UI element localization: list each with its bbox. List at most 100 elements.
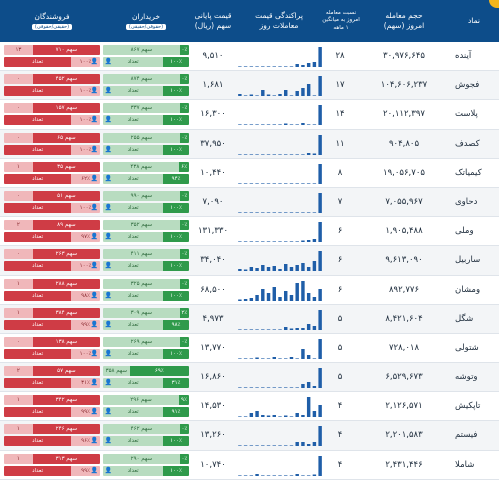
spark-bar [266,241,271,243]
spark-bar [318,368,322,389]
ratio-cell: ۴ [337,401,343,412]
table-row[interactable]: کصدف ۹۰۴,۸۰۵ ۱۱ ۳۷,۹۵۰ ۲۵۵ سهم ۰٪ تعداد ۱۰۰٪ 👤 ۰ ۶… [0,129,499,159]
spark-bar [318,222,322,243]
bar-segment: ۱۰۰٪ [71,115,100,126]
person-icon: 👤 [90,291,99,299]
ratio-cell: ۴ [337,459,343,470]
bar-segment: ۱ [4,161,33,172]
bar-segment: ۲ [4,366,33,377]
symbol-cell[interactable]: دحاوی [455,196,478,207]
sellers-share-bar: ۲ ۵۷ سهم [4,366,100,377]
table-row[interactable]: کیمیاتک ۱۹,۰۵۶,۷۰۵ ۸ ۱۰,۴۴۰ ۴۳۸ سهم ۶٪ تعداد ۹۴… [0,159,499,188]
spark-bar [261,124,265,126]
bar-segment: ۱۰۰٪ [163,261,189,272]
bar-segment: ۲۶۳ سهم [32,249,100,260]
buyers-share-bar: ۳۵۲ سهم ۰٪ [103,220,189,231]
sellers-share-bar: ۰ ۱۳۸ سهم [4,336,100,347]
symbol-cell[interactable]: فجوش [455,80,480,91]
symbol-cell[interactable]: وتوشه [455,372,478,383]
bar-segment: ۰٪ [179,336,189,347]
spark-bar [289,153,294,155]
bar-segment: ۰ [4,74,33,85]
spark-bar [301,280,305,301]
symbol-cell[interactable]: وملی [455,226,474,237]
buyers-count-bar: تعداد ۱۰۰٪ [103,436,189,447]
buyers-count-bar: تعداد ۹۸٪ [103,319,189,330]
spark-bar [284,66,288,67]
table-row[interactable]: آینده ۳۰,۹۷۶,۶۴۵ ۲۸ ۹,۵۱۰ ۸۶۷ سهم ۰٪ تعداد ۱۰۰٪… [0,42,499,72]
symbol-cell[interactable]: شتولی [455,342,479,353]
person-icon: 👤 [104,87,113,95]
sellers-share-bar: ۰ ۱۵۷ سهم [4,103,100,114]
symbol-cell[interactable]: کصدف [455,138,480,149]
spark-bar [295,64,299,67]
buyers-count-bar: تعداد ۱۰۰٪ [103,232,189,243]
spark-bar [318,405,322,418]
sellers-share-bar: ۱ ۳۸۴ سهم [4,307,100,318]
sparkline [238,338,322,359]
symbol-cell[interactable]: شگل [455,313,474,324]
table-row[interactable]: وملی ۱,۹۰۵,۴۸۸ ۶ ۱۳۱,۳۳۰ ۳۵۲ سهم ۰٪ تعداد ۱۰۰٪ 👤… [0,217,499,247]
symbol-cell[interactable]: آینده [455,51,472,61]
header-price: قیمت پایانی سهم (ریال) [194,10,232,30]
spark-bar [255,153,259,155]
bar-segment: ۲۹۶ سهم [103,395,179,406]
buyers-share-bar: ۸۶۷ سهم ۰٪ [103,45,189,55]
volume-cell: ۲۰,۱۱۲,۳۹۷ [383,109,425,120]
spark-bar [312,386,317,389]
bar-segment: ۱۰۰٪ [71,86,100,97]
sellers-count-bar: تعداد ۹۹٪ [4,407,100,418]
sellers-count-bar: تعداد ۱۰۰٪ [4,57,100,67]
bar-segment: تعداد [103,115,164,126]
bar-segment: تعداد [103,436,164,447]
bar-segment: ۳۵ سهم [32,161,100,172]
symbol-cell[interactable]: ومشان [455,284,481,295]
volume-cell: ۲,۱۲۶,۵۷۱ [385,401,423,412]
table-row[interactable]: فیستم ۲,۲۰۱,۵۸۳ ۴ ۱۳,۲۶۰ ۴۶۲ سهم ۰٪ تعداد ۱۰۰٪ 👤… [0,421,499,451]
table-row[interactable]: ومشان ۸۹۲,۷۷۶ ۶ ۶۸,۵۰۰ ۳۲۵ سهم ۰٪ تعداد ۱۰۰٪ 👤 ۱ ۲… [0,276,499,305]
bar-segment: تعداد [103,290,164,301]
table-row[interactable]: ساربیل ۹,۶۱۳,۰۹۰ ۶ ۳۴,۰۴۰ ۴۱۱ سهم ۰٪ تعداد ۱۰۰٪… [0,246,499,276]
spark-bar [255,95,259,97]
table-row[interactable]: وتوشه ۶,۵۲۹,۶۷۳ ۵ ۱۶,۸۶۰ ۳۵۸ سهم ۶۹٪ تعداد ۳۱٪ 👤… [0,363,499,393]
dispersion-chart [237,363,323,391]
table-row[interactable]: شتولی ۷۲۸,۰۱۸ ۵ ۱۳,۷۷۰ ۲۶۹ سهم ۰٪ تعداد ۱۰۰٪ 👤 ۰ ۱… [0,334,499,364]
bar-segment: تعداد [4,407,72,418]
symbol-cell[interactable]: ساربیل [455,255,481,266]
spark-bar [301,153,305,155]
symbol-cell[interactable]: کیمیاتک [455,167,482,178]
spark-bar [301,123,305,126]
spark-bar [238,329,242,330]
bar-segment: تعداد [103,261,164,272]
ratio-cell: ۶ [337,226,343,237]
spark-bar [261,90,265,97]
buyers-count-bar: تعداد ۱۰۰٪ [103,115,189,126]
table-row[interactable]: دحاوی ۷,۰۵۵,۹۶۷ ۷ ۷,۰۹۰ ۹۹۰ سهم ۰٪ تعداد ۱۰۰٪ 👤 ۰… [0,187,499,218]
bar-segment: تعداد [4,319,72,330]
spark-bar [284,326,288,330]
table-row[interactable]: تاپکیش ۲,۱۲۶,۵۷۱ ۴ ۱۴,۵۳۰ ۲۹۶ سهم ۹٪ تعداد ۹۱٪ 👤… [0,392,499,422]
sellers-share-bar: ۰ ۵۱ سهم [4,190,100,201]
sellers-cell: ۰ ۴۵۲ سهم تعداد ۱۰۰٪ 👤 [4,71,100,99]
bar-segment: ۶۹٪ [129,366,189,377]
spark-bar [289,124,294,126]
buyers-cell: ۴۶۲ سهم ۰٪ تعداد ۱۰۰٪ 👤 [103,421,189,449]
spark-bar [249,124,254,126]
spark-bar [255,329,259,330]
table-row[interactable]: پلاست ۲۰,۱۱۲,۳۹۷ ۱۴ ۱۶,۳۰۰ ۳۳۷ سهم ۰٪ تعداد ۱۰۰… [0,100,499,130]
buyers-count-bar: تعداد ۱۰۰٪ [103,261,189,272]
symbol-cell[interactable]: تاپکیش [455,401,481,412]
volume-cell: ۷۲۸,۰۱۸ [388,342,420,353]
sparkline [238,134,322,155]
spark-bar [243,66,248,67]
spark-bar [238,153,242,155]
bar-segment: ۱ [4,278,33,289]
table-row[interactable]: شگل ۸,۴۲۱,۶۰۴ ۵ ۴,۹۷۳ ۳۰۹ سهم ۲٪ تعداد ۹۸٪ 👤 ۱ ۳۸۴… [0,304,499,334]
symbol-cell[interactable]: پلاست [455,109,478,120]
symbol-cell[interactable]: شاملا [455,459,475,470]
table-row[interactable]: فجوش ۱۰۴,۶۰۶,۲۳۷ ۱۷ ۱,۶۸۱ ۸۷۴ سهم ۰٪ تعداد ۱۰۰٪… [0,71,499,101]
price-cell: ۱۳,۷۷۰ [200,342,226,353]
symbol-cell[interactable]: فیستم [455,430,478,441]
spark-bar [238,94,242,97]
table-row[interactable]: شاملا ۲,۴۳۱,۴۴۶ ۴ ۱۰,۷۴۰ ۲۹۰ سهم ۰٪ تعداد ۱۰۰٪ 👤… [0,451,499,480]
